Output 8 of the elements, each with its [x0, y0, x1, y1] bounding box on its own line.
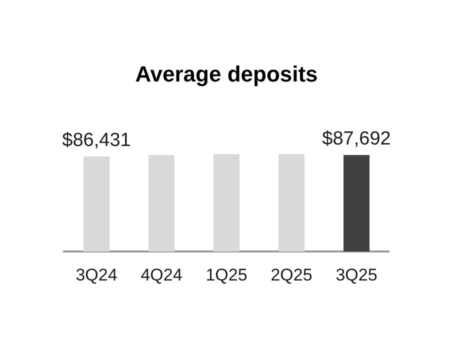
x-tick-label: 3Q25 [336, 265, 378, 284]
data-label: $86,431 [62, 130, 131, 152]
x-tick-label: 2Q25 [270, 265, 312, 284]
data-label: $87,692 [322, 128, 391, 150]
x-tick-label: 1Q25 [206, 265, 248, 284]
chart-title: Average deposits [135, 61, 318, 86]
x-tick-label: 4Q24 [140, 265, 182, 284]
x-tick-label: 3Q24 [76, 265, 118, 284]
